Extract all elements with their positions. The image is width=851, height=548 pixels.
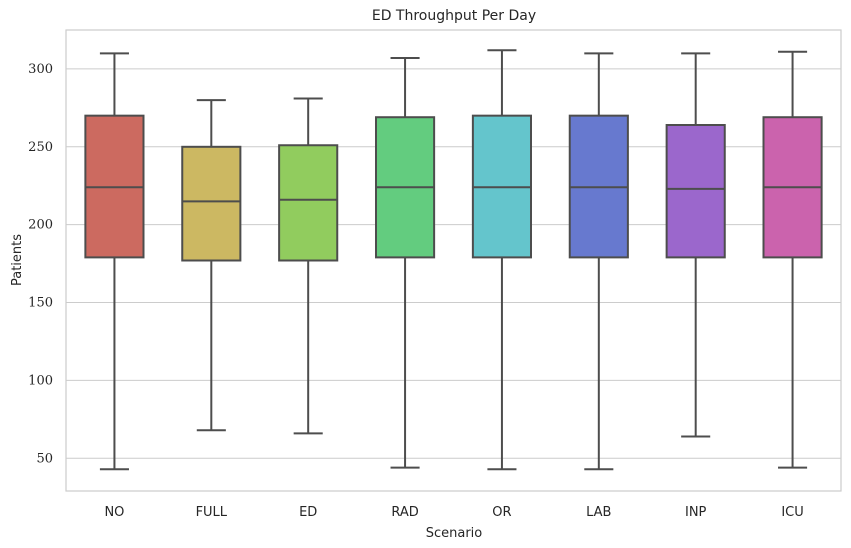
box-iqr bbox=[665, 124, 726, 259]
box-or bbox=[471, 49, 532, 471]
y-tick-label: 300 bbox=[28, 62, 53, 77]
box-no bbox=[84, 52, 145, 471]
boxes bbox=[84, 49, 823, 471]
x-tick-label: OR bbox=[492, 505, 511, 520]
x-tick-label: FULL bbox=[196, 505, 228, 520]
y-axis-ticks: 50 100 150 200 250 300 bbox=[28, 62, 53, 466]
x-tick-label: NO bbox=[104, 505, 124, 520]
y-tick-label: 200 bbox=[28, 218, 53, 233]
box-ed bbox=[278, 97, 339, 435]
x-axis-ticks: NO FULL ED RAD OR LAB INP ICU bbox=[104, 505, 803, 520]
box-full bbox=[181, 99, 242, 432]
chart-title: ED Throughput Per Day bbox=[372, 8, 536, 24]
x-tick-label: ICU bbox=[781, 505, 803, 520]
y-tick-label: 150 bbox=[28, 296, 53, 311]
plot-frame bbox=[65, 29, 842, 492]
x-axis-label: Scenario bbox=[426, 526, 483, 541]
box-iqr bbox=[278, 144, 339, 262]
x-tick-label: RAD bbox=[391, 505, 418, 520]
box-icu bbox=[762, 50, 823, 469]
y-tick-label: 100 bbox=[28, 373, 53, 388]
box-inp bbox=[665, 52, 726, 438]
x-tick-label: LAB bbox=[586, 505, 611, 520]
y-axis-label: Patients bbox=[10, 234, 25, 286]
x-tick-label: ED bbox=[299, 505, 317, 520]
x-tick-label: INP bbox=[685, 505, 707, 520]
y-tick-label: 250 bbox=[28, 140, 53, 155]
box-iqr bbox=[181, 145, 242, 262]
box-lab bbox=[568, 52, 629, 471]
box-rad bbox=[375, 57, 436, 469]
y-tick-label: 50 bbox=[36, 451, 53, 466]
